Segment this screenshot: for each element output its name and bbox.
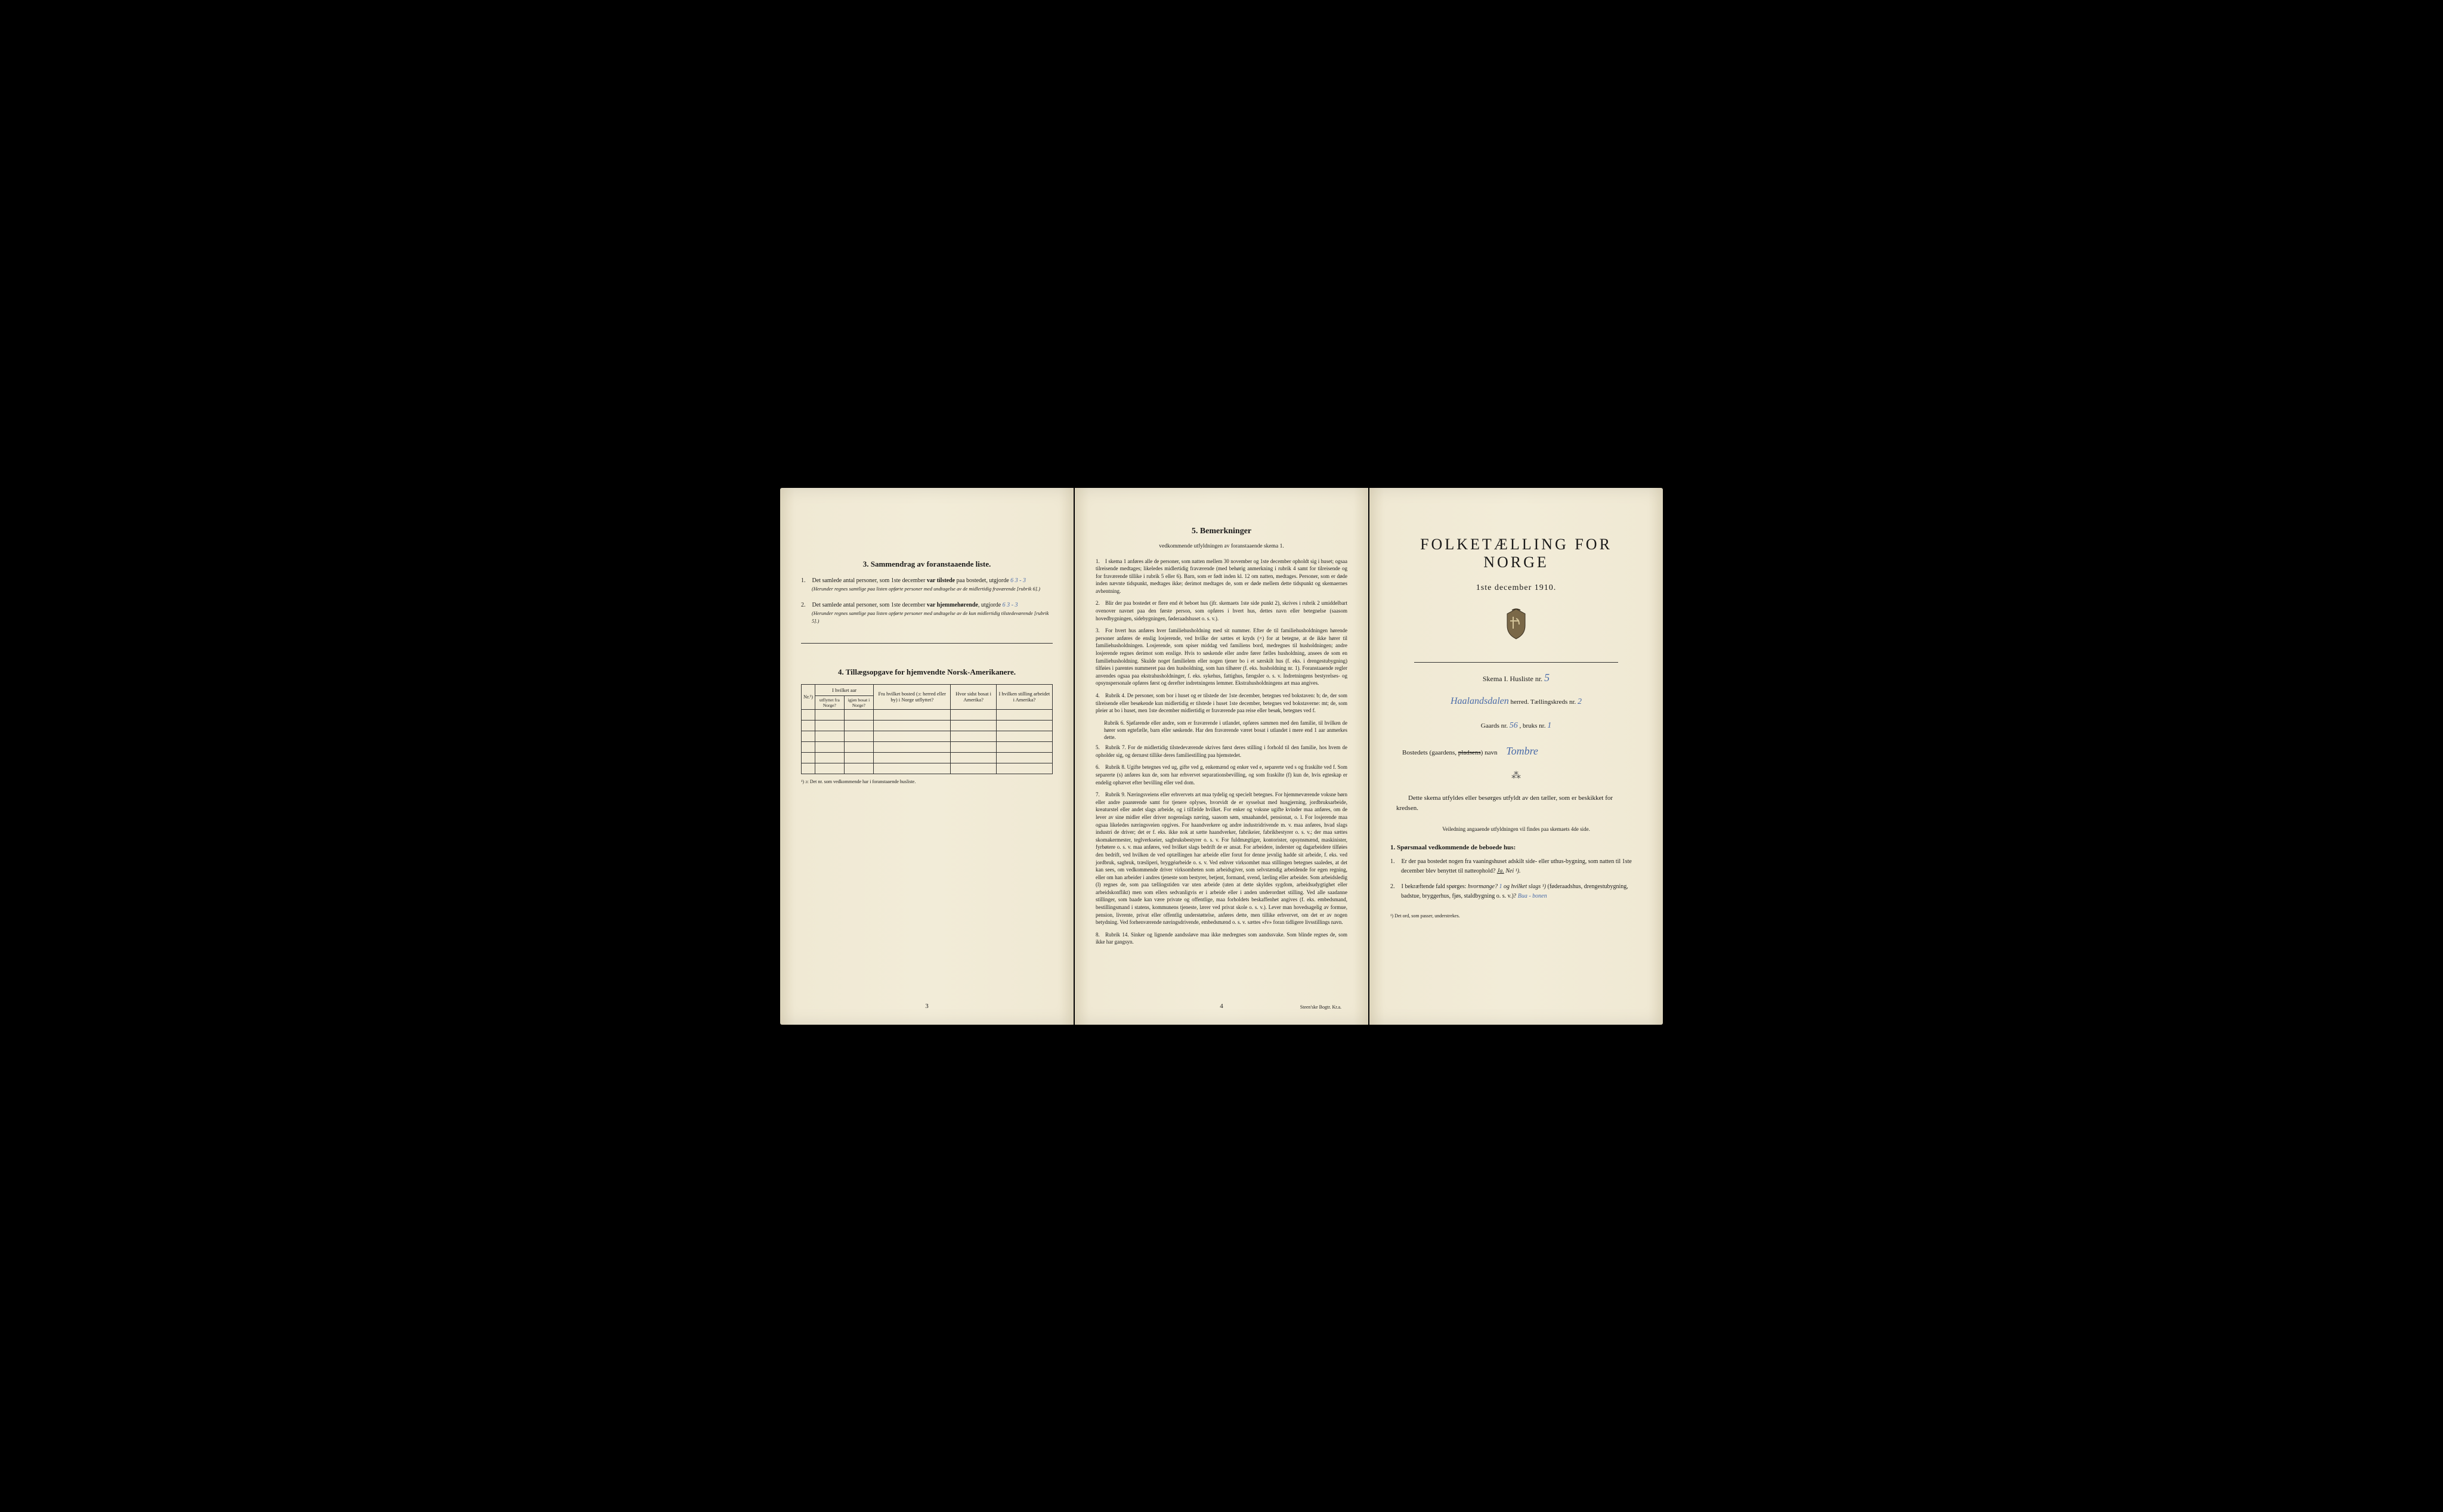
col4: I hvilken stilling arbeidet i Amerika? xyxy=(996,684,1052,709)
crest-icon xyxy=(1390,608,1642,647)
col2: Fra hvilket bosted (ɔ: herred eller by) … xyxy=(874,684,951,709)
page-1: 3. Sammendrag av foranstaaende liste. 1.… xyxy=(780,488,1074,1025)
col0: Nr.¹) xyxy=(802,684,815,709)
item2-bold: var hjemmehørende xyxy=(927,602,978,608)
bosted-row: Bostedets (gaardens, pladsens) navn Tomb… xyxy=(1390,741,1642,760)
footnote-3: ¹) Det ord, som passer, understrekes. xyxy=(1390,913,1642,919)
herred-name: Haalandsdalen xyxy=(1451,696,1509,706)
question-title: 1. Spørsmaal vedkommende de beboede hus: xyxy=(1390,844,1642,851)
section-5-title: 5. Bemerkninger xyxy=(1096,527,1347,536)
item1-bold: var tilstede xyxy=(927,577,955,584)
bruk-nr: 1 xyxy=(1547,721,1551,730)
divider xyxy=(801,643,1053,644)
struck-text: pladsens xyxy=(1458,749,1481,756)
main-title: FOLKETÆLLING FOR NORGE xyxy=(1390,536,1642,571)
page-2: 5. Bemerkninger vedkommende utfyldningen… xyxy=(1075,488,1368,1025)
husliste-nr: 5 xyxy=(1544,672,1550,684)
q2-value: 1 xyxy=(1499,883,1502,890)
note-2: (Herunder regnes samtlige paa listen opf… xyxy=(812,610,1053,625)
section-4: 4. Tillægsopgave for hjemvendte Norsk-Am… xyxy=(801,667,1053,784)
question-1: 1. Er der paa bostedet nogen fra vaaning… xyxy=(1401,857,1642,876)
footnote-4: ¹) ɔ: Det nr. som vedkommende har i fora… xyxy=(801,779,1053,784)
bosted-name: Tombre xyxy=(1506,745,1538,757)
gard-row: Gaards nr. 56 , bruks nr. 1 xyxy=(1390,718,1642,733)
rule-5: 5.Rubrik 7. For de midlertidig tilstedev… xyxy=(1096,744,1347,759)
table-row xyxy=(802,709,1053,720)
item-1: 1. Det samlede antal personer, som 1ste … xyxy=(801,576,1053,593)
imprint: Steen'ske Bogtr. Kr.a. xyxy=(1300,1004,1341,1010)
census-document: 3. Sammendrag av foranstaaende liste. 1.… xyxy=(780,488,1663,1025)
section-3: 3. Sammendrag av foranstaaende liste. 1.… xyxy=(801,559,1053,625)
form-line: Skema I. Husliste nr. 5 xyxy=(1390,672,1642,684)
value-1: 6 3 - 3 xyxy=(1010,577,1026,584)
rule-7: 7.Rubrik 9. Næringsveiens eller erhverve… xyxy=(1096,791,1347,926)
rubrik6-note: Rubrik 6. Sjøfarende eller andre, som er… xyxy=(1104,719,1347,741)
item1-text-after: paa bostedet, utgjorde xyxy=(955,577,1009,584)
item-2: 2. Det samlede antal personer, som 1ste … xyxy=(801,601,1053,625)
question-section: 1. Spørsmaal vedkommende de beboede hus:… xyxy=(1390,844,1642,919)
table-row xyxy=(802,731,1053,741)
rule-6: 6.Rubrik 8. Ugifte betegnes ved ug, gift… xyxy=(1096,763,1347,786)
item2-text-after: , utgjorde xyxy=(978,602,1001,608)
section-3-title: 3. Sammendrag av foranstaaende liste. xyxy=(801,559,1053,569)
page-number-2: 4 xyxy=(1220,1003,1223,1010)
note-1: (Herunder regnes samtlige paa listen opf… xyxy=(812,585,1053,593)
rule-3: 3.For hvert hus anføres hver familiehush… xyxy=(1096,627,1347,687)
divider xyxy=(1414,662,1618,663)
rule-8: 8.Rubrik 14. Sinker og lignende aandsslø… xyxy=(1096,931,1347,946)
table-4: Nr.¹) I hvilket aar Fra hvilket bosted (… xyxy=(801,684,1053,774)
veil-note: Veiledning angaaende utfyldningen vil fi… xyxy=(1390,826,1642,832)
item2-text-before: Det samlede antal personer, som 1ste dec… xyxy=(812,602,927,608)
table-row xyxy=(802,752,1053,763)
section-5: 5. Bemerkninger vedkommende utfyldningen… xyxy=(1096,527,1347,947)
rule-2: 2.Blir der paa bostedet er flere end ét … xyxy=(1096,599,1347,622)
section-4-title: 4. Tillægsopgave for hjemvendte Norsk-Am… xyxy=(801,667,1053,677)
col1b: igjen bosat i Norge? xyxy=(844,695,873,709)
col3: Hvor sidst bosat i Amerika? xyxy=(951,684,996,709)
kreds-nr: 2 xyxy=(1578,697,1582,706)
page-number-1: 3 xyxy=(925,1003,929,1010)
gard-nr: 56 xyxy=(1510,721,1518,730)
value-2: 6 3 - 3 xyxy=(1003,602,1018,608)
item1-text-before: Det samlede antal personer, som 1ste dec… xyxy=(812,577,927,584)
herred-row: Haalandsdalen herred. Tællingskreds nr. … xyxy=(1390,693,1642,710)
section-5-subtitle: vedkommende utfyldningen av foranstaaend… xyxy=(1096,543,1347,549)
col1: I hvilket aar xyxy=(815,684,874,695)
table-row xyxy=(802,741,1053,752)
page-3: FOLKETÆLLING FOR NORGE 1ste december 191… xyxy=(1369,488,1663,1025)
table-row xyxy=(802,763,1053,774)
main-date: 1ste december 1910. xyxy=(1390,583,1642,593)
rule-4: 4.Rubrik 4. De personer, som bor i huset… xyxy=(1096,692,1347,715)
table-row xyxy=(802,720,1053,731)
ornament-icon: ⁂ xyxy=(1390,769,1642,781)
instruction-text: Dette skema utfyldes eller besørges utfy… xyxy=(1396,793,1636,814)
q2-answer: Bua - bonen xyxy=(1518,893,1547,899)
ja-answer: Ja. xyxy=(1497,868,1504,874)
question-2: 2. I bekræftende fald spørges: hvormange… xyxy=(1401,882,1642,901)
nei-answer: Nei ¹). xyxy=(1505,868,1520,874)
col1a: utflyttet fra Norge? xyxy=(815,695,845,709)
rule-1: 1.I skema 1 anføres alle de personer, so… xyxy=(1096,558,1347,595)
